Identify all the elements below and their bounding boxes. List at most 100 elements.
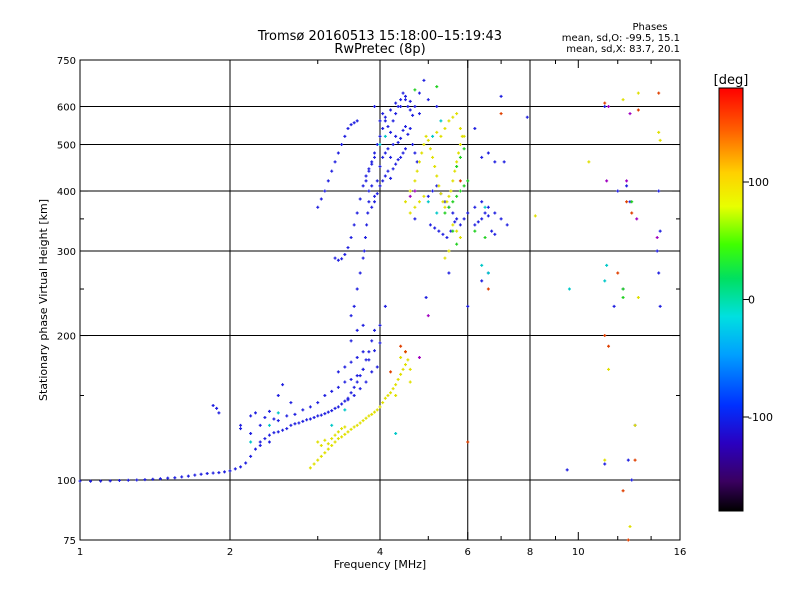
data-point bbox=[199, 472, 203, 476]
data-point bbox=[346, 126, 350, 130]
data-point bbox=[413, 217, 417, 221]
data-point bbox=[466, 440, 470, 444]
data-point bbox=[355, 211, 359, 215]
data-point bbox=[365, 223, 369, 227]
data-point bbox=[316, 401, 320, 405]
data-point bbox=[451, 229, 455, 233]
y-tick-label: 400 bbox=[57, 187, 76, 198]
data-point bbox=[272, 417, 276, 421]
data-point bbox=[361, 184, 365, 188]
data-point bbox=[323, 189, 327, 193]
data-point bbox=[349, 427, 353, 431]
data-point bbox=[301, 419, 305, 423]
data-point bbox=[373, 349, 377, 353]
data-point bbox=[78, 479, 82, 483]
data-point bbox=[285, 414, 289, 418]
data-point bbox=[451, 115, 455, 119]
chart-subtitle: RwPretec (8p) bbox=[334, 42, 425, 57]
data-point bbox=[349, 236, 353, 240]
data-point bbox=[363, 236, 367, 240]
data-point bbox=[358, 374, 362, 378]
data-point bbox=[366, 211, 370, 215]
data-point bbox=[267, 423, 271, 427]
data-point bbox=[370, 370, 374, 374]
data-point bbox=[158, 477, 162, 481]
data-point bbox=[263, 415, 267, 419]
data-point bbox=[406, 105, 410, 109]
data-point bbox=[319, 413, 323, 417]
data-point bbox=[355, 355, 359, 359]
data-point bbox=[349, 339, 353, 343]
data-point bbox=[435, 174, 439, 178]
data-point bbox=[413, 189, 417, 193]
data-point bbox=[630, 478, 634, 482]
data-point bbox=[533, 214, 537, 218]
data-point bbox=[378, 119, 382, 123]
data-point bbox=[490, 229, 494, 233]
data-point bbox=[308, 466, 312, 470]
data-point bbox=[263, 437, 267, 441]
data-point bbox=[458, 189, 462, 193]
data-point bbox=[352, 394, 356, 398]
data-point bbox=[443, 256, 447, 260]
data-point bbox=[455, 229, 459, 233]
data-point bbox=[333, 440, 337, 444]
data-point bbox=[383, 174, 387, 178]
data-point bbox=[413, 88, 417, 92]
data-point bbox=[381, 401, 385, 405]
data-point bbox=[483, 236, 487, 240]
x-tick-label: 6 bbox=[465, 547, 471, 558]
data-point bbox=[435, 130, 439, 134]
data-point bbox=[281, 383, 285, 387]
data-point bbox=[239, 423, 243, 427]
data-point bbox=[403, 125, 407, 129]
data-point bbox=[630, 211, 634, 215]
data-point bbox=[386, 147, 390, 151]
data-point bbox=[340, 427, 344, 431]
data-point bbox=[486, 205, 490, 209]
x-tick-label: 1 bbox=[77, 547, 83, 558]
data-point bbox=[352, 121, 356, 125]
data-point bbox=[408, 99, 412, 103]
data-point bbox=[435, 211, 439, 215]
y-tick-label: 75 bbox=[63, 536, 76, 547]
data-point bbox=[455, 242, 459, 246]
data-point bbox=[346, 246, 350, 250]
data-point bbox=[373, 105, 377, 109]
data-point bbox=[99, 479, 103, 483]
data-point bbox=[394, 162, 398, 166]
data-point bbox=[352, 223, 356, 227]
data-point bbox=[301, 408, 305, 412]
data-point bbox=[493, 211, 497, 215]
data-point bbox=[417, 112, 421, 116]
data-point bbox=[336, 258, 340, 262]
data-point bbox=[626, 538, 630, 542]
data-point bbox=[458, 143, 462, 147]
data-point bbox=[352, 304, 356, 308]
data-point bbox=[180, 475, 184, 479]
data-point bbox=[323, 394, 327, 398]
data-point bbox=[364, 174, 368, 178]
data-point bbox=[370, 412, 374, 416]
phase-stats-o: mean, sd,O: -99.5, 15.1 bbox=[562, 33, 680, 44]
data-point bbox=[391, 387, 395, 391]
data-point bbox=[340, 257, 344, 261]
data-point bbox=[166, 476, 170, 480]
data-point bbox=[276, 411, 280, 415]
data-point bbox=[413, 151, 417, 155]
data-point bbox=[394, 101, 398, 105]
data-point bbox=[293, 412, 297, 416]
phase-stats-x: mean, sd,X: 83.7, 20.1 bbox=[566, 44, 680, 55]
plot-area: 1 2 4 6 8 10 16 75 100 200 300 400 500 600 750 bbox=[57, 56, 686, 558]
data-point bbox=[89, 479, 93, 483]
data-point bbox=[401, 367, 405, 371]
data-point bbox=[326, 410, 330, 414]
data-point bbox=[383, 134, 387, 138]
data-point bbox=[319, 454, 323, 458]
data-point bbox=[355, 328, 359, 332]
data-point bbox=[399, 105, 403, 109]
data-point bbox=[451, 200, 455, 204]
data-point bbox=[333, 433, 337, 437]
data-point bbox=[323, 451, 327, 455]
